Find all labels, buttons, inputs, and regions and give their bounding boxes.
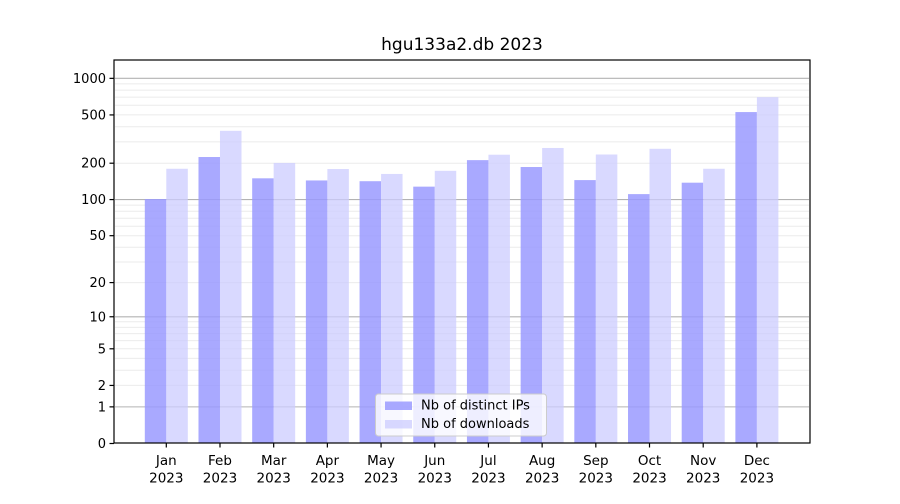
bar-oct-downloads [649,148,672,443]
bar-nov-downloads [703,168,725,443]
bar-feb-downloads [219,130,242,443]
bar-dec-ips [735,112,757,443]
x-tick-label-month: Sep [583,453,608,469]
bar-jul-ips [466,160,489,443]
bar-apr-ips [305,180,328,443]
x-tick-label-month: Jun [423,453,445,469]
x-tick-label-year: 2023 [418,471,452,487]
bar-jan-ips [144,199,167,443]
x-tick-label-month: Nov [690,453,716,469]
x-tick-label-year: 2023 [525,471,559,487]
x-tick-label-year: 2023 [740,471,774,487]
bar-aug-downloads [542,147,564,443]
legend-box [375,393,547,437]
y-tick-label: 10 [89,310,106,325]
bar-dec-downloads [756,97,779,443]
bar-sep-downloads [595,154,618,443]
bar-mar-downloads [273,162,296,444]
x-tick-label-month: Jul [479,453,496,469]
bar-oct-ips [628,194,650,443]
x-tick-label-year: 2023 [364,471,398,487]
bar-apr-downloads [327,169,349,444]
x-tick-label-month: Oct [638,453,661,469]
bar-mar-ips [252,178,274,443]
y-tick-label: 1 [98,400,106,415]
x-tick-label-year: 2023 [632,471,666,487]
x-tick-label-month: Mar [261,453,287,469]
x-tick-label-month: Dec [744,453,770,469]
y-tick-label: 100 [81,193,106,208]
x-tick-label-year: 2023 [686,471,720,487]
bar-jul-downloads [488,154,510,443]
x-tick-label-year: 2023 [149,471,183,487]
x-tick-label-year: 2023 [471,471,505,487]
bar-nov-ips [681,182,704,443]
bar-jun-ips [413,186,435,443]
bar-feb-ips [198,157,220,443]
chart-title: hgu133a2.db 2023 [381,35,543,55]
bar-may-downloads [381,173,403,444]
bar-may-ips [359,181,382,443]
x-tick-label-month: Feb [208,453,232,469]
y-tick-label: 0 [98,437,106,452]
x-tick-label-year: 2023 [310,471,344,487]
x-tick-label-month: Jan [155,453,177,469]
y-tick-label: 500 [81,108,106,123]
legend-label-downloads: Nb of downloads [421,417,530,432]
y-tick-label: 50 [89,229,106,244]
bar-sep-ips [574,180,596,443]
y-tick-label: 200 [81,157,106,172]
x-tick-label-month: Apr [316,453,340,469]
bar-aug-ips [520,167,543,443]
bar-jan-downloads [166,168,188,443]
x-tick-label-month: May [367,453,395,469]
legend-swatch-ips [385,401,412,410]
x-tick-label-year: 2023 [579,471,613,487]
legend-swatch-downloads [385,420,412,429]
y-tick-label: 5 [98,342,106,357]
bar-jun-downloads [434,170,457,444]
x-tick-label-year: 2023 [257,471,291,487]
y-tick-label: 2 [98,379,106,394]
x-tick-label-month: Aug [529,453,555,469]
plot-border [113,59,811,444]
x-tick-label-year: 2023 [203,471,237,487]
legend-label-ips: Nb of distinct IPs [421,399,530,414]
y-tick-label: 20 [89,276,106,291]
y-tick-label: 1000 [73,72,106,87]
